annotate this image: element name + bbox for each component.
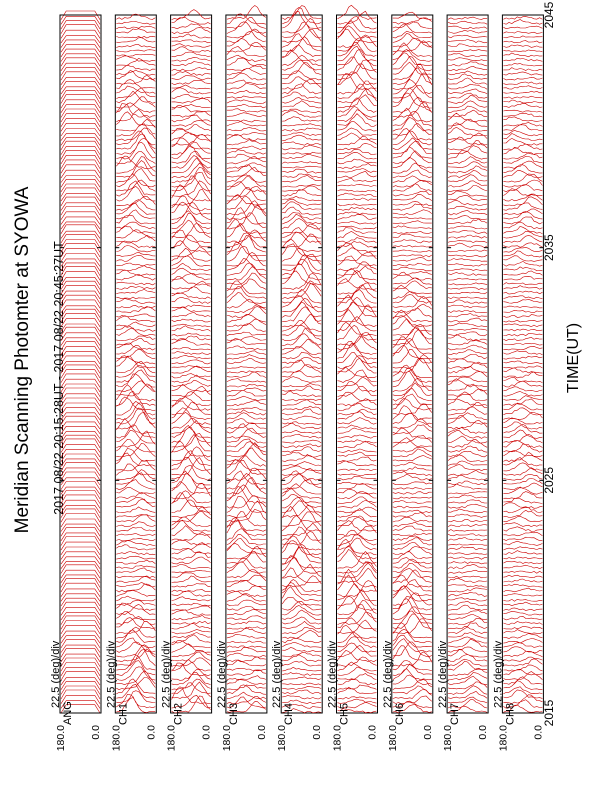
panel-frame	[280, 14, 323, 714]
scale-label: 22.5 (deg)/div	[382, 640, 394, 708]
y-tick-label-max: 180.0	[166, 725, 178, 751]
y-tick-label-max: 180.0	[276, 725, 288, 751]
y-tick-label-max: 180.0	[110, 725, 122, 751]
scale-label: 22.5 (deg)/div	[216, 640, 228, 708]
x-tick-label: 2035	[542, 234, 556, 261]
channel-label: CH7	[449, 703, 461, 725]
channel-label: CH5	[339, 703, 351, 725]
panel-frame	[446, 14, 489, 714]
y-tick-label-min: 0.0	[477, 725, 489, 740]
y-tick-label-min: 0.0	[367, 725, 379, 740]
channel-label: CH6	[394, 703, 406, 725]
y-tick-label-min: 0.0	[90, 725, 102, 740]
trace-ch3	[226, 5, 267, 713]
y-tick-label-min: 0.0	[311, 725, 323, 740]
trace-ch7	[447, 16, 488, 713]
panel-frame	[170, 14, 213, 714]
panel-frame	[501, 14, 544, 714]
trace-ang	[60, 10, 101, 714]
scale-label: 22.5 (deg)/div	[327, 640, 339, 708]
channel-label: CH1	[117, 703, 129, 725]
channel-label: CH4	[283, 703, 295, 725]
x-tick-label: 2045	[542, 1, 556, 28]
panel-frame	[59, 14, 102, 714]
scale-label: 22.5 (deg)/div	[492, 640, 504, 708]
y-tick-label-max: 180.0	[55, 725, 67, 751]
y-tick-label-max: 180.0	[497, 725, 509, 751]
x-tick-label: 2015	[542, 699, 556, 726]
y-tick-label-min: 0.0	[256, 725, 268, 740]
panel-frame	[114, 14, 157, 714]
trace-ch5	[337, 4, 377, 714]
trace-ch4	[281, 5, 322, 714]
y-tick-label-max: 180.0	[442, 725, 454, 751]
x-axis-label: TIME(UT)	[565, 323, 582, 393]
scale-label: 22.5 (deg)/div	[437, 640, 449, 708]
channel-label: CH8	[504, 703, 516, 725]
trace-ch2	[171, 9, 211, 714]
scale-label: 22.5 (deg)/div	[271, 640, 283, 708]
channel-label: CH3	[228, 703, 240, 725]
scale-label: 22.5 (deg)/div	[50, 640, 62, 708]
y-tick-label-max: 180.0	[332, 725, 344, 751]
scale-label: 22.5 (deg)/div	[161, 640, 173, 708]
channel-label: CH2	[173, 703, 185, 725]
trace-ch8	[503, 16, 543, 713]
scale-label: 22.5 (deg)/div	[105, 640, 117, 708]
y-tick-label-min: 0.0	[532, 725, 544, 740]
y-tick-label-min: 0.0	[422, 725, 434, 740]
trace-ch6	[392, 11, 433, 714]
y-tick-label-max: 180.0	[387, 725, 399, 751]
panel-frame	[336, 14, 378, 714]
channel-label: ANG	[62, 701, 74, 725]
time-range-label: 2017 08/22 20:15:28UT - 2017 08/22 20:45…	[52, 241, 66, 515]
trace-ch1	[116, 13, 156, 713]
y-tick-label-max: 180.0	[221, 725, 233, 751]
x-tick-label: 2025	[542, 467, 556, 494]
chart-title: Meridian Scanning Photomter at SYOWA	[12, 186, 33, 533]
panel-frame	[225, 14, 268, 714]
y-tick-label-min: 0.0	[201, 725, 213, 740]
x-tick-labels: 2015 2025 2035 2045	[542, 1, 556, 726]
y-tick-label-min: 0.0	[145, 725, 157, 740]
panel-frame	[391, 14, 434, 714]
